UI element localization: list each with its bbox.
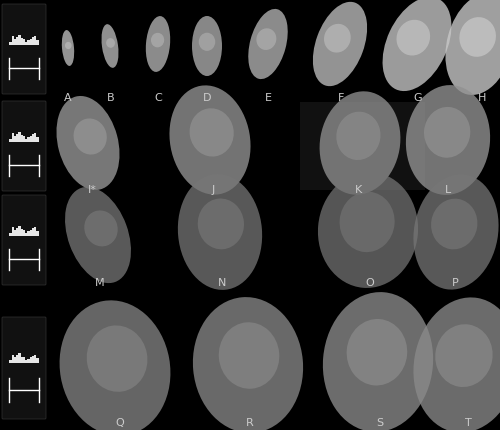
Ellipse shape xyxy=(65,42,71,49)
Text: Q: Q xyxy=(116,418,124,428)
Ellipse shape xyxy=(62,30,74,66)
Ellipse shape xyxy=(151,33,164,47)
Ellipse shape xyxy=(256,28,276,50)
Ellipse shape xyxy=(435,324,492,387)
Ellipse shape xyxy=(324,24,350,52)
Ellipse shape xyxy=(320,91,400,195)
Text: T: T xyxy=(464,418,471,428)
Ellipse shape xyxy=(431,199,478,249)
Ellipse shape xyxy=(178,174,262,290)
Ellipse shape xyxy=(318,172,418,288)
Ellipse shape xyxy=(193,297,303,430)
Bar xyxy=(300,102,425,190)
Ellipse shape xyxy=(192,16,222,76)
Ellipse shape xyxy=(313,2,367,86)
Text: J: J xyxy=(212,185,214,195)
Text: H: H xyxy=(478,93,486,103)
Ellipse shape xyxy=(414,298,500,430)
Ellipse shape xyxy=(340,192,394,252)
Text: A: A xyxy=(64,93,72,103)
Ellipse shape xyxy=(84,210,117,246)
Ellipse shape xyxy=(323,292,433,430)
FancyBboxPatch shape xyxy=(2,195,46,285)
FancyBboxPatch shape xyxy=(2,317,46,419)
FancyBboxPatch shape xyxy=(2,4,46,94)
Ellipse shape xyxy=(199,33,215,51)
Text: P: P xyxy=(452,278,458,288)
Ellipse shape xyxy=(396,20,430,55)
Text: F: F xyxy=(338,93,344,103)
Text: S: S xyxy=(376,418,384,428)
Ellipse shape xyxy=(86,326,148,392)
Ellipse shape xyxy=(146,16,170,72)
Ellipse shape xyxy=(414,175,498,289)
Ellipse shape xyxy=(65,187,131,283)
Ellipse shape xyxy=(424,107,470,158)
Text: B: B xyxy=(107,93,115,103)
Ellipse shape xyxy=(106,38,115,48)
Ellipse shape xyxy=(336,112,380,160)
Ellipse shape xyxy=(198,199,244,249)
Ellipse shape xyxy=(74,118,107,154)
Ellipse shape xyxy=(346,319,407,385)
Text: M: M xyxy=(95,278,105,288)
Text: G: G xyxy=(414,93,422,103)
Text: O: O xyxy=(366,278,374,288)
Text: R: R xyxy=(246,418,254,428)
Text: C: C xyxy=(154,93,162,103)
Ellipse shape xyxy=(382,0,452,91)
Text: L: L xyxy=(445,185,451,195)
Text: I*: I* xyxy=(88,185,96,195)
Ellipse shape xyxy=(102,24,118,68)
Ellipse shape xyxy=(446,0,500,95)
Text: K: K xyxy=(354,185,362,195)
FancyBboxPatch shape xyxy=(2,101,46,191)
Ellipse shape xyxy=(190,108,234,157)
Ellipse shape xyxy=(460,17,496,57)
Ellipse shape xyxy=(170,86,250,195)
Ellipse shape xyxy=(60,301,170,430)
Ellipse shape xyxy=(248,9,288,79)
Text: D: D xyxy=(203,93,211,103)
Text: N: N xyxy=(218,278,226,288)
Ellipse shape xyxy=(219,322,280,389)
Text: E: E xyxy=(264,93,272,103)
Ellipse shape xyxy=(56,96,120,190)
Ellipse shape xyxy=(406,85,490,195)
